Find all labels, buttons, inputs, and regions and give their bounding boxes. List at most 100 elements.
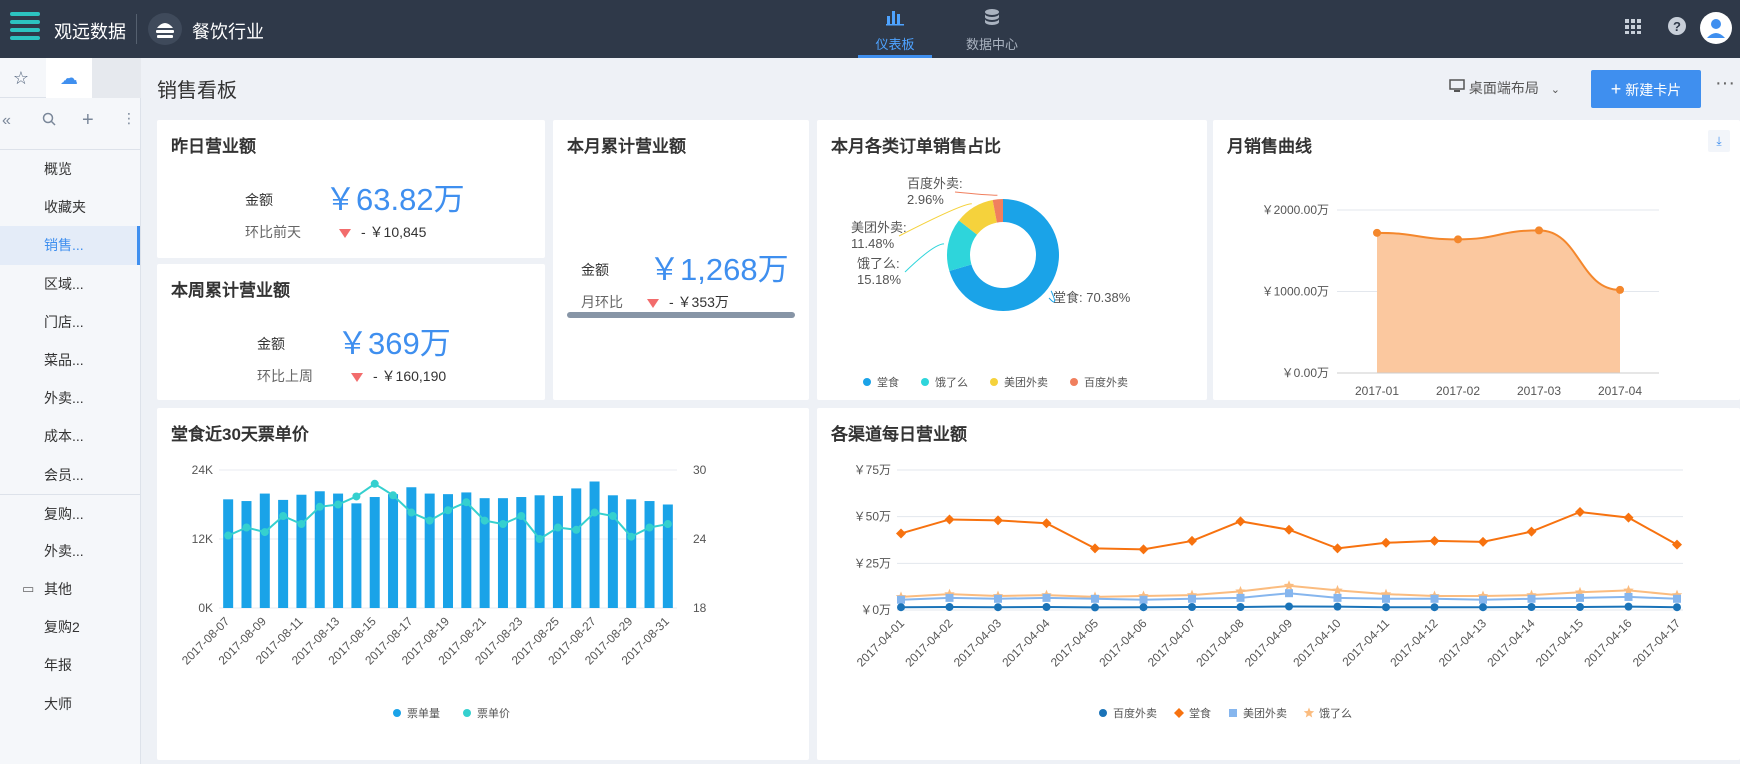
- x-tick-label: 2017-04-16: [1581, 616, 1635, 670]
- sidebar-item[interactable]: 外卖...: [0, 532, 140, 570]
- compare-value-text: - ￥10,845: [361, 224, 427, 240]
- bar: [662, 504, 673, 608]
- more-icon[interactable]: ···: [1715, 72, 1735, 94]
- card-channel-daily[interactable]: 各渠道每日营业额 ￥0万 ￥25万 ￥50万 ￥75万 2017-04-01 2017-0…: [817, 408, 1740, 760]
- collapse-icon[interactable]: «: [2, 112, 11, 129]
- project-name[interactable]: 餐饮行业: [192, 22, 264, 42]
- y-tick-label: ￥2000.00万: [1262, 203, 1329, 217]
- brand-name[interactable]: 观远数据: [54, 22, 126, 42]
- pie-leader-line: [898, 203, 972, 237]
- sidebar-item[interactable]: 复购2: [0, 608, 140, 646]
- bar: [571, 488, 582, 608]
- line-point: [1429, 535, 1440, 546]
- bar-line-chart: 0K12K24K1824302017-08-072017-08-092017-0…: [179, 463, 707, 720]
- line-point: [315, 502, 324, 511]
- logo-icon[interactable]: [10, 12, 40, 44]
- line-point: [1138, 544, 1149, 555]
- search-icon[interactable]: [42, 112, 56, 131]
- help-icon[interactable]: ?: [1664, 16, 1690, 42]
- sidebar-item[interactable]: 会员...: [0, 456, 140, 494]
- sidebar-item[interactable]: 收藏夹: [0, 188, 140, 226]
- new-card-button[interactable]: + 新建卡片: [1591, 70, 1701, 108]
- pie-leader-line: [904, 243, 945, 273]
- line-point: [535, 535, 544, 543]
- line-point: [1042, 593, 1051, 602]
- sidebar-tab-empty[interactable]: [92, 58, 141, 98]
- line-point: [1091, 603, 1099, 612]
- sidebar-item-label: 区域...: [44, 275, 84, 292]
- bar: [406, 487, 417, 608]
- sidebar-item[interactable]: 成本...: [0, 417, 140, 455]
- sidebar-item[interactable]: 区域...: [0, 265, 140, 303]
- sidebar-folder[interactable]: ▭ 其他: [0, 570, 140, 608]
- sidebar-item[interactable]: 门店...: [0, 303, 140, 341]
- sidebar-item[interactable]: 年报: [0, 646, 140, 684]
- card-title: 堂食近30天票单价: [171, 425, 309, 444]
- sidebar-item[interactable]: 外卖...: [0, 379, 140, 417]
- x-tick-label: 2017-04-11: [1339, 616, 1392, 669]
- sidebar-tools: « + ⋮: [0, 98, 140, 150]
- nav-dashboard[interactable]: 仪表板: [858, 0, 932, 58]
- y-right-tick-label: 18: [693, 601, 707, 615]
- y-tick-label: ￥1000.00万: [1262, 285, 1329, 299]
- x-tick-label: 2017-04-09: [1242, 616, 1296, 670]
- line-point: [1283, 580, 1295, 591]
- nav-data-center[interactable]: 数据中心: [952, 0, 1032, 58]
- sidebar-item[interactable]: 菜品...: [0, 341, 140, 379]
- down-triangle-icon: [339, 228, 351, 238]
- legend-marker: [863, 378, 871, 386]
- line-point: [1380, 588, 1392, 599]
- y-tick-label: ￥0.00万: [1282, 366, 1329, 380]
- line-point: [1479, 603, 1487, 612]
- sidebar-item-label: 外卖...: [44, 390, 84, 407]
- legend-label: 堂食: [1189, 706, 1211, 720]
- card-month-revenue[interactable]: 本月累计营业额 金额 ￥1,268万 月环比 - ￥353万: [553, 120, 809, 400]
- layout-selector[interactable]: 桌面端布局 ⌄: [1449, 78, 1560, 98]
- line-point: [462, 498, 471, 507]
- line-point: [1673, 603, 1681, 612]
- line-point: [1188, 603, 1196, 612]
- x-tick-label: 2017-04-14: [1484, 616, 1538, 670]
- line-point: [1624, 602, 1633, 611]
- line-point: [627, 532, 636, 541]
- page-title: 销售看板: [157, 80, 237, 102]
- bar: [497, 498, 508, 608]
- x-tick-label: 2017-04-05: [1048, 616, 1102, 670]
- compare-value: - ￥10,845: [339, 222, 426, 242]
- card-week-revenue[interactable]: 本周累计营业额 金额 ￥369万 环比上周 - ￥160,190: [157, 264, 545, 400]
- user-avatar-icon[interactable]: [1700, 12, 1732, 44]
- sidebar-item[interactable]: 概览: [0, 150, 140, 188]
- pie-label: 11.48%: [851, 236, 895, 251]
- cloud-icon[interactable]: ☁: [46, 58, 92, 98]
- x-tick-label: 2017-04-12: [1387, 616, 1441, 670]
- card-yesterday-revenue[interactable]: 昨日营业额 金额 ￥63.82万 环比前天 - ￥10,845: [157, 120, 545, 258]
- download-icon[interactable]: ⤓: [1708, 130, 1730, 152]
- line-point: [1332, 584, 1343, 595]
- line-point: [897, 595, 905, 604]
- sidebar-item[interactable]: 大师: [0, 685, 140, 723]
- bar: [589, 481, 600, 608]
- card-order-share[interactable]: 本月各类订单销售占比 堂食: 70.38% 饿了么: 15.18% 美团外卖: 11.4…: [817, 120, 1207, 400]
- sidebar-item-label: 销售...: [44, 237, 84, 254]
- compare-label: 环比前天: [245, 224, 301, 240]
- pie-leader-line: [954, 191, 998, 196]
- line-point: [1174, 708, 1184, 718]
- card-ticket-price[interactable]: 堂食近30天票单价 0K 12K 24K 18 24 30 2017-08-07 2017-0…: [157, 408, 809, 760]
- line-point: [1479, 595, 1487, 604]
- line-point: [1091, 594, 1099, 603]
- line-point: [590, 508, 599, 517]
- sidebar-item[interactable]: 复购...: [0, 493, 140, 532]
- star-icon[interactable]: ☆: [12, 68, 30, 88]
- nav-data-center-label: 数据中心: [965, 37, 1018, 52]
- y-left-tick-label: 0K: [198, 601, 213, 615]
- bar: [516, 497, 527, 608]
- more-vertical-icon[interactable]: ⋮: [122, 110, 136, 126]
- bar: [479, 498, 490, 608]
- apps-grid-icon[interactable]: [1620, 16, 1646, 42]
- card-monthly-sales[interactable]: 月销售曲线 ⤓ ￥0.00万 ￥1000.00万 ￥2000.00万 2017-01 2…: [1213, 120, 1740, 400]
- sidebar-item-active[interactable]: 销售...: [0, 226, 140, 265]
- add-icon[interactable]: +: [82, 109, 94, 131]
- line-point: [553, 523, 562, 532]
- area-chart: ￥0.00万 ￥1000.00万 ￥2000.00万 2017-01 2017-02 20…: [1262, 203, 1659, 398]
- sidebar-item-label: 复购2: [44, 619, 80, 636]
